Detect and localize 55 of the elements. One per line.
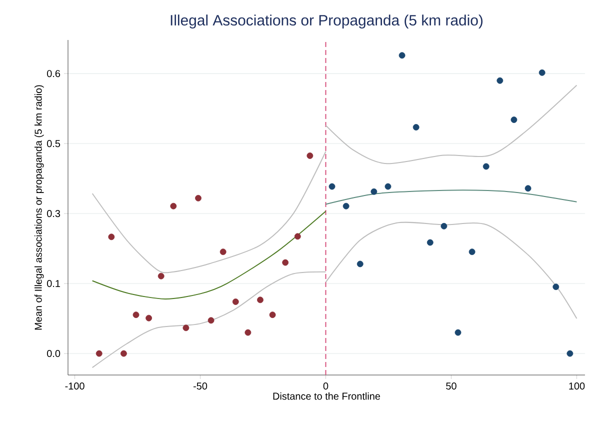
point (426, 239, 434, 246)
point (328, 183, 336, 190)
x-tick-label: -100 (65, 382, 84, 390)
y-tick-label: 0.5 (47, 140, 60, 148)
point (257, 296, 264, 304)
point (306, 152, 314, 159)
x-tick-label: 50 (446, 382, 456, 390)
point (195, 194, 202, 202)
point (454, 329, 462, 336)
point (370, 188, 378, 195)
x-tick-label: -50 (194, 382, 208, 390)
y-tick-label: 0.0 (47, 350, 60, 358)
point (342, 202, 350, 210)
point (269, 312, 276, 318)
point (482, 163, 490, 170)
line-series (325, 222, 578, 320)
point (524, 185, 532, 192)
point (384, 183, 392, 190)
point (294, 233, 301, 240)
point (208, 317, 214, 324)
point (538, 69, 546, 76)
y-tick-label: 0.3 (47, 210, 60, 218)
point (244, 329, 252, 336)
point (412, 124, 420, 130)
y-tick-label: 0.6 (47, 70, 60, 78)
point (146, 314, 152, 322)
point (510, 116, 518, 123)
line-series (92, 210, 326, 300)
point (220, 248, 226, 256)
point (182, 324, 190, 332)
line-series (325, 84, 578, 164)
y-axis-title: Mean of Illegal associations or propaganda (5 km radio) (34, 85, 44, 330)
x-tick-label: 100 (569, 382, 585, 390)
point (96, 350, 102, 357)
chart-title: Illegal Associations or Propaganda (5 km radio) (170, 14, 483, 28)
point (496, 77, 504, 84)
point (566, 350, 574, 357)
point (356, 260, 364, 268)
point (552, 284, 560, 290)
point (468, 248, 476, 256)
line-series (325, 190, 578, 205)
x-axis-title: Distance to the Frontline (273, 392, 380, 400)
point (282, 259, 289, 266)
point (170, 202, 177, 210)
point (132, 312, 140, 318)
point (398, 52, 406, 59)
x-tick-label: 0 (323, 382, 328, 390)
point (108, 234, 115, 240)
point (158, 272, 164, 280)
point (120, 350, 127, 357)
point (232, 298, 239, 305)
y-tick-label: 0.1 (47, 280, 60, 288)
line-series (92, 271, 326, 368)
point (440, 222, 448, 230)
line-series (92, 151, 326, 274)
